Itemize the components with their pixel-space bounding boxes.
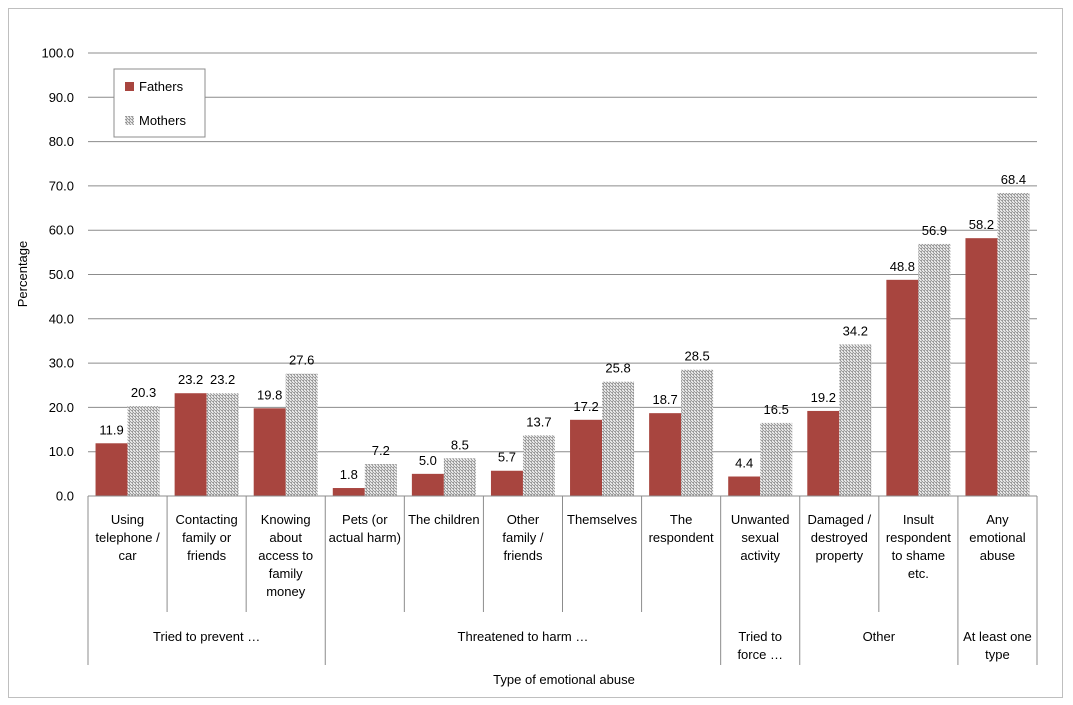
data-label-fathers: 1.8 [340, 467, 358, 482]
data-label-mothers: 16.5 [764, 402, 789, 417]
y-tick-label: 70.0 [49, 178, 74, 193]
category-label: Damaged / destroyed property [807, 512, 871, 563]
x-axis-title: Type of emotional abuse [493, 672, 635, 687]
y-tick-label: 50.0 [49, 267, 74, 282]
category-label: Any emotional abuse [969, 512, 1025, 563]
data-label-fathers: 19.2 [811, 390, 836, 405]
data-label-mothers: 20.3 [131, 385, 156, 400]
data-label-mothers: 7.2 [372, 443, 390, 458]
y-tick-label: 40.0 [49, 311, 74, 326]
data-label-fathers: 17.2 [573, 399, 598, 414]
y-tick-label: 10.0 [49, 444, 74, 459]
bar-fathers [253, 408, 286, 496]
category-label: Using telephone / car [95, 512, 160, 563]
category-label: Contacting family or friends [176, 512, 238, 563]
bar-fathers [490, 470, 523, 496]
data-label-fathers: 4.4 [735, 456, 753, 471]
data-label-fathers: 19.8 [257, 387, 282, 402]
y-tick-label: 80.0 [49, 134, 74, 149]
data-label-mothers: 68.4 [1001, 172, 1026, 187]
y-tick-label: 60.0 [49, 223, 74, 238]
bar-fathers [411, 473, 444, 496]
bar-fathers [965, 238, 998, 496]
bar-mothers [443, 458, 476, 496]
group-label: Other [863, 629, 896, 644]
bar-mothers [681, 369, 714, 496]
data-label-fathers: 18.7 [652, 392, 677, 407]
bars [95, 192, 1030, 496]
legend-swatch-mothers [125, 116, 134, 125]
data-label-mothers: 34.2 [843, 323, 868, 338]
bar-mothers [285, 373, 318, 496]
bar-mothers [997, 192, 1030, 496]
category-label: Insult respondent to shame etc. [886, 512, 951, 581]
category-label: Unwanted sexual activity [731, 512, 790, 563]
data-label-fathers: 23.2 [178, 372, 203, 387]
y-tick-label: 20.0 [49, 400, 74, 415]
bar-mothers [602, 381, 635, 496]
data-label-mothers: 28.5 [684, 349, 709, 364]
data-label-fathers: 58.2 [969, 217, 994, 232]
group-label: Tried to force … [737, 629, 783, 662]
bar-mothers [364, 464, 397, 496]
bar-mothers [522, 435, 555, 496]
data-label-mothers: 8.5 [451, 437, 469, 452]
data-label-fathers: 5.0 [419, 453, 437, 468]
y-tick-label: 100.0 [41, 46, 74, 61]
legend: Fathers Mothers [113, 68, 206, 138]
category-label: Knowing about access to family money [258, 512, 313, 599]
data-label-mothers: 25.8 [605, 361, 630, 376]
bar-fathers [174, 393, 207, 496]
bar-fathers [728, 476, 761, 496]
legend-label-fathers: Fathers [139, 79, 184, 94]
chart-frame [8, 8, 1063, 698]
category-label: Other family / friends [502, 512, 544, 563]
bar-mothers [760, 422, 793, 496]
bar-mothers [918, 243, 951, 496]
y-tick-label: 30.0 [49, 356, 74, 371]
category-label: Pets (or actual harm) [329, 512, 401, 545]
bar-mothers [127, 406, 160, 496]
y-tick-label: 90.0 [49, 90, 74, 105]
bar-fathers [95, 443, 128, 496]
bar-fathers [570, 419, 603, 496]
gridlines [88, 52, 1037, 453]
category-label: Themselves [567, 512, 638, 527]
legend-label-mothers: Mothers [139, 113, 186, 128]
category-label: The children [408, 512, 480, 527]
data-label-mothers: 27.6 [289, 353, 314, 368]
data-labels: 11.9 20.3 23.2 23.2 19.8 27.6 1.8 7.2 5.0 8.5 5.7 1… [99, 172, 1026, 482]
bar-fathers [649, 413, 682, 496]
bar-mothers [206, 393, 239, 496]
group-label: At least one type [963, 629, 1032, 662]
legend-swatch-fathers [125, 82, 134, 91]
y-tick-label: 0.0 [56, 489, 74, 504]
bar-fathers [332, 488, 365, 496]
data-label-fathers: 11.9 [99, 422, 123, 437]
bar-mothers [839, 344, 872, 496]
category-label: The respondent [649, 512, 714, 545]
data-label-fathers: 5.7 [498, 450, 516, 465]
legend-box [113, 68, 206, 138]
data-label-fathers: 48.8 [890, 259, 915, 274]
group-label: Threatened to harm … [458, 629, 589, 644]
axes: 0.0 10.0 20.0 30.0 40.0 50.0 60.0 70.0 80.0 90.0 1… [41, 46, 1038, 665]
data-label-mothers: 56.9 [922, 223, 947, 238]
y-axis-title: Percentage [15, 241, 30, 308]
bar-fathers [807, 410, 840, 496]
bar-fathers [886, 279, 919, 496]
data-label-mothers: 23.2 [210, 372, 235, 387]
group-label: Tried to prevent … [153, 629, 260, 644]
data-label-mothers: 13.7 [526, 414, 551, 429]
